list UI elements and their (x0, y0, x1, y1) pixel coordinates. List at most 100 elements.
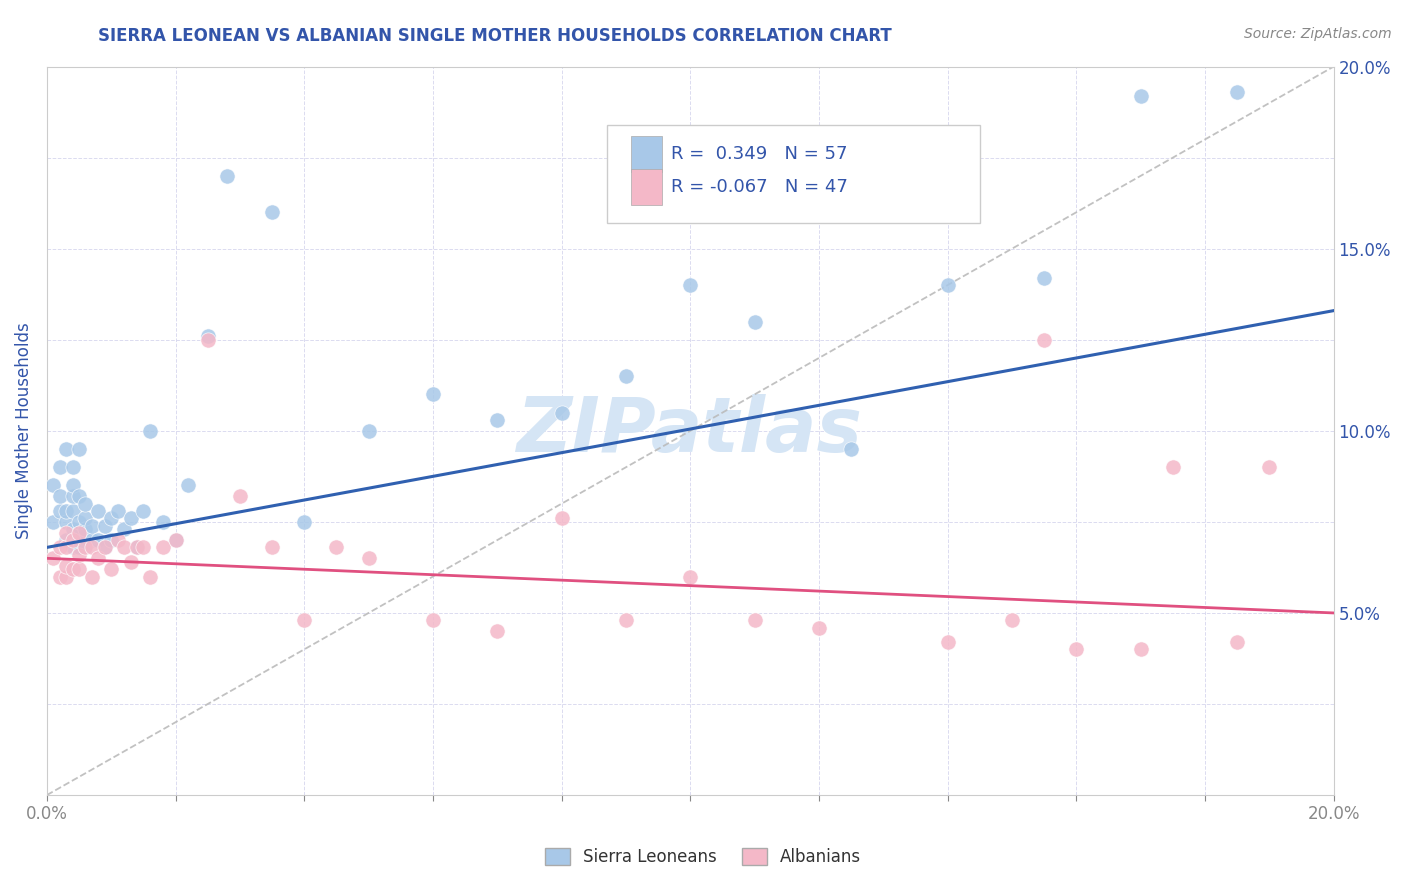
Point (62, 478, 84, 492)
Point (1258, 460, 1281, 475)
Point (107, 504, 129, 518)
Point (120, 555, 142, 569)
Point (1033, 270, 1056, 285)
Point (49, 569, 72, 583)
Point (67, 541, 90, 555)
Point (215, 169, 238, 183)
Point (292, 613, 315, 627)
Point (112, 522, 135, 536)
Point (49, 460, 72, 475)
Point (55, 541, 77, 555)
Point (55, 533, 77, 547)
Point (1226, 85, 1249, 99)
Point (75, 511, 97, 525)
Point (80, 541, 103, 555)
Point (197, 329, 219, 343)
FancyBboxPatch shape (631, 169, 662, 205)
Point (807, 620, 830, 634)
Point (1129, 88, 1152, 103)
Point (100, 533, 122, 547)
Point (55, 515, 77, 529)
Point (325, 541, 347, 555)
Point (422, 387, 444, 401)
Point (62, 504, 84, 518)
Point (42, 515, 65, 529)
Point (839, 442, 862, 456)
Point (1161, 460, 1184, 475)
Point (152, 515, 174, 529)
Point (62, 541, 84, 555)
Point (550, 511, 572, 525)
Text: ZIPatlas: ZIPatlas (517, 394, 863, 467)
Point (49, 541, 72, 555)
Point (125, 541, 148, 555)
Text: Source: ZipAtlas.com: Source: ZipAtlas.com (1244, 27, 1392, 41)
Point (936, 635, 959, 649)
Point (486, 624, 509, 639)
Point (55, 442, 77, 456)
Text: R = -0.067   N = 47: R = -0.067 N = 47 (671, 178, 848, 196)
Point (614, 613, 637, 627)
Point (165, 533, 187, 547)
Point (120, 511, 142, 525)
Point (55, 558, 77, 573)
Point (80, 518, 103, 533)
Point (87, 551, 110, 566)
Point (550, 406, 572, 420)
Point (132, 541, 155, 555)
Point (197, 333, 219, 347)
Point (139, 424, 162, 438)
Text: R =  0.349   N = 57: R = 0.349 N = 57 (671, 145, 848, 163)
Point (357, 551, 380, 566)
Point (262, 541, 284, 555)
Point (94, 541, 117, 555)
Point (936, 278, 959, 293)
Point (67, 525, 90, 540)
Point (614, 369, 637, 384)
Point (75, 497, 97, 511)
Point (67, 525, 90, 540)
Point (229, 489, 252, 503)
Point (1226, 635, 1249, 649)
Point (62, 489, 84, 503)
Point (75, 522, 97, 536)
Point (422, 613, 444, 627)
Point (67, 562, 90, 576)
Point (55, 525, 77, 540)
Point (67, 548, 90, 562)
Point (55, 569, 77, 583)
Point (112, 541, 135, 555)
Point (125, 541, 148, 555)
Point (49, 504, 72, 518)
Point (42, 551, 65, 566)
Point (1129, 642, 1152, 657)
Point (1064, 642, 1087, 657)
Text: SIERRA LEONEAN VS ALBANIAN SINGLE MOTHER HOUSEHOLDS CORRELATION CHART: SIERRA LEONEAN VS ALBANIAN SINGLE MOTHER… (98, 27, 893, 45)
Point (67, 442, 90, 456)
Point (87, 533, 110, 547)
Point (67, 489, 90, 503)
Point (107, 533, 129, 547)
Point (94, 541, 117, 555)
FancyBboxPatch shape (606, 125, 980, 223)
Point (62, 533, 84, 547)
Point (49, 489, 72, 503)
Point (679, 278, 702, 293)
Point (1001, 613, 1024, 627)
Point (139, 569, 162, 583)
Point (87, 504, 110, 518)
Point (486, 413, 509, 427)
Point (67, 515, 90, 529)
Point (177, 478, 200, 492)
Point (1033, 333, 1056, 347)
Point (357, 424, 380, 438)
Point (75, 541, 97, 555)
Point (744, 314, 766, 328)
Point (152, 541, 174, 555)
Point (62, 460, 84, 475)
Point (679, 569, 702, 583)
Point (80, 569, 103, 583)
Point (744, 613, 766, 627)
Point (55, 504, 77, 518)
Point (100, 511, 122, 525)
